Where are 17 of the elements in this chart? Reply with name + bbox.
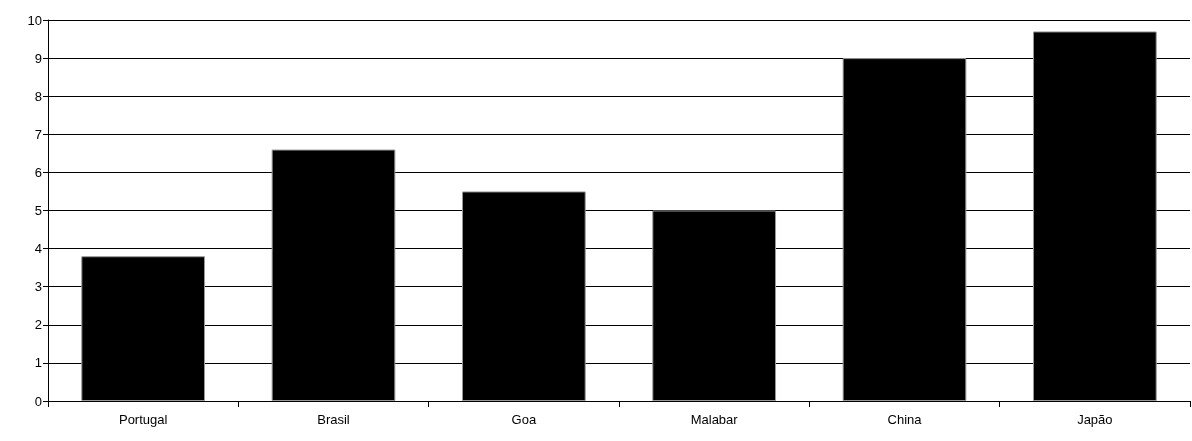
y-tick-label: 9 [34,50,42,66]
y-tick-label: 0 [34,393,42,409]
y-tick-label: 8 [34,88,42,104]
x-tick-label: Japão [1077,412,1113,427]
x-tick-label: China [887,412,923,427]
y-tick-label: 10 [27,12,42,28]
y-tick-label: 3 [34,279,42,295]
x-tick-label: Malabar [690,412,739,427]
y-tick-label: 4 [34,241,42,257]
y-tick-label: 7 [34,126,42,142]
y-tick-label: 1 [34,355,42,371]
x-tick-label: Goa [511,412,537,427]
y-tick-label: 2 [34,317,42,333]
x-tick-label: Portugal [118,412,168,427]
y-tick-label: 6 [34,164,42,180]
y-tick-label: 5 [34,203,42,218]
x-tick-label: Brasil [317,412,350,427]
